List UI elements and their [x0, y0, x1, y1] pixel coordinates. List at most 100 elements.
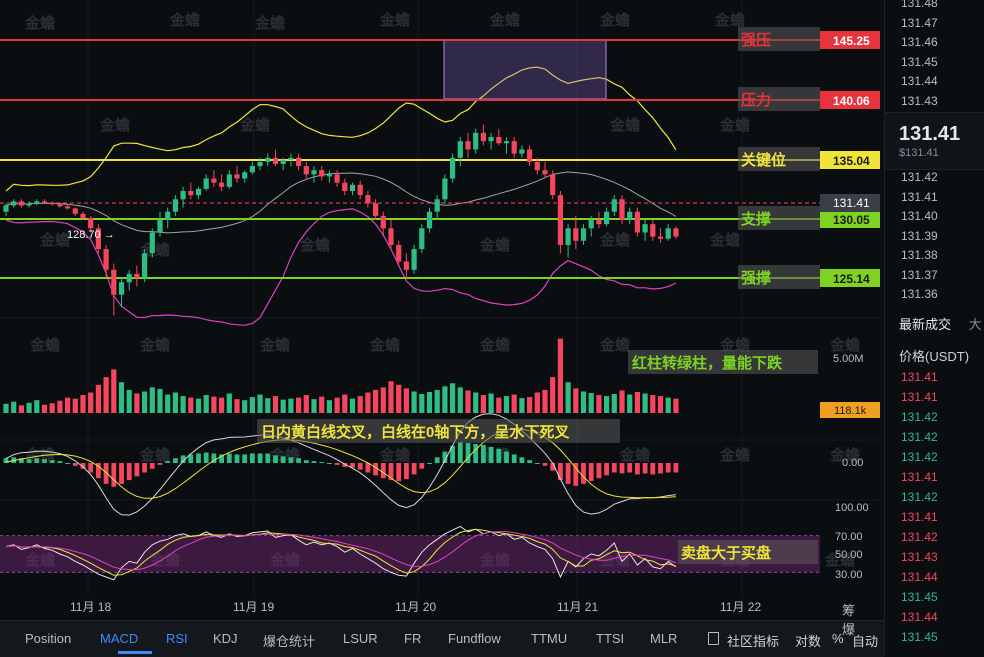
indicator-tab-macd[interactable]: MACD [100, 631, 139, 646]
volume-bar [611, 394, 617, 413]
level-label-bg-3 [738, 206, 820, 230]
toolbar-item-2[interactable]: % [832, 631, 844, 646]
candle-body [118, 282, 125, 295]
macd-hist-bar [34, 458, 40, 463]
watermark: 金蟾 [479, 446, 510, 464]
price-axis-label: 131.43 [901, 93, 938, 108]
macd-hist-bar [442, 451, 448, 463]
watermark: 金蟾 [239, 116, 270, 134]
volume-bar [80, 395, 86, 413]
chart-background [0, 0, 884, 620]
candle-body [303, 166, 309, 175]
indicator-tab-kdj[interactable]: KDJ [213, 631, 238, 646]
level-label-bg-0 [738, 27, 820, 51]
macd-hist-bar [519, 457, 525, 463]
candle-body [34, 201, 40, 204]
macd-hist-bar [673, 463, 679, 473]
macd-hist-bar [19, 458, 24, 463]
upper-band [5, 66, 677, 192]
candle-body [103, 249, 109, 270]
toolbar-item-3[interactable]: 自动 [852, 634, 879, 649]
candle-body [403, 261, 409, 270]
candle-body [527, 149, 533, 162]
candle-body [473, 132, 479, 150]
level-label-0: 强压 [741, 32, 771, 49]
indicator-tab-fr[interactable]: FR [404, 631, 422, 646]
volume-bar [65, 397, 71, 413]
candle-body [165, 211, 171, 221]
candle-body [634, 211, 640, 233]
macd-hist-bar [496, 448, 502, 463]
order-sidebar: 131.48 131.47 131.46 131.45 131.44 131.43 131… [884, 0, 984, 656]
indicator-tab-ttsi[interactable]: TTSI [596, 631, 625, 646]
indicator-tab-fundflow[interactable]: Fundflow [448, 631, 501, 646]
candle-body [511, 141, 517, 154]
rsi-axis-label: 100.00 [835, 502, 869, 514]
watermark: 金蟾 [479, 551, 510, 569]
level-price-tag-0 [820, 31, 880, 49]
macd-hist-bar [196, 453, 201, 463]
latest-trades-title[interactable]: 最新成交 大 [899, 314, 982, 333]
macd-hist-bar [273, 455, 278, 463]
level-price-tag-1 [820, 91, 880, 109]
candle-body [596, 220, 602, 225]
level-price-tag-3 [820, 210, 880, 228]
candle-body [334, 174, 340, 183]
candle-body [80, 213, 86, 218]
macd-hist-bar [242, 454, 248, 463]
volume-bar [272, 396, 279, 413]
candle-body [288, 157, 294, 160]
macd-hist-bar [588, 463, 594, 482]
indicator-tab-lsur[interactable]: LSUR [343, 631, 378, 646]
volume-bar [195, 398, 202, 413]
toggle-1[interactable]: 爆 [842, 622, 856, 637]
indicator-tab-position[interactable]: Position [25, 631, 72, 646]
toolbar-item-0[interactable]: 社区指标 [727, 634, 780, 649]
candle-body [450, 157, 456, 179]
volume-bar [157, 388, 163, 413]
volume-bar [527, 397, 533, 413]
watermark: 金蟾 [719, 446, 750, 464]
volume-bar [41, 404, 48, 413]
highlight-box [443, 39, 607, 100]
trade-price: 131.41 [901, 390, 938, 404]
macd-hist-bar [226, 453, 232, 463]
candle-body [157, 220, 163, 233]
level-label-3: 支撑 [740, 210, 771, 228]
volume-bar [411, 391, 417, 413]
volume-bar [604, 396, 610, 413]
volume-bar [280, 399, 286, 413]
candle-body [534, 161, 540, 171]
candle-body [573, 228, 579, 241]
watermark: 金蟾 [254, 14, 285, 32]
watermark: 金蟾 [39, 231, 70, 249]
candle-body [226, 174, 232, 187]
watermark: 金蟾 [29, 336, 60, 354]
indicator-tab-ttmu[interactable]: TTMU [531, 631, 568, 646]
toolbar-item-1[interactable]: 对数 [795, 634, 822, 649]
level-label-2: 关键位 [741, 151, 786, 169]
volume-bar [118, 382, 125, 413]
indicator-tab-mlr[interactable]: MLR [650, 631, 678, 646]
indicator-tab-爆仓统计[interactable]: 爆仓统计 [263, 634, 316, 649]
volume-bar [550, 377, 556, 413]
macd-hist-bar [296, 458, 301, 463]
level-label-bg-4 [738, 265, 820, 289]
community-indicator-icon[interactable] [708, 632, 719, 645]
indicator-tab-rsi[interactable]: RSI [166, 631, 188, 646]
macd-hist-bar [288, 457, 294, 463]
volume-bar [442, 386, 448, 413]
macd-hist-bar [165, 461, 171, 463]
toggle-0[interactable]: 筹 [842, 603, 856, 618]
latest-trades-tab-large[interactable]: 大 [968, 317, 982, 332]
macd-hist-bar [380, 463, 386, 479]
candle-body [18, 201, 24, 206]
level-price-text-2: 135.04 [833, 154, 870, 168]
volume-bar [219, 397, 225, 413]
candle-body [203, 178, 209, 189]
volume-bar [311, 399, 317, 413]
lower-band [5, 208, 677, 326]
candle-body [657, 236, 664, 239]
volume-bar [334, 397, 340, 413]
